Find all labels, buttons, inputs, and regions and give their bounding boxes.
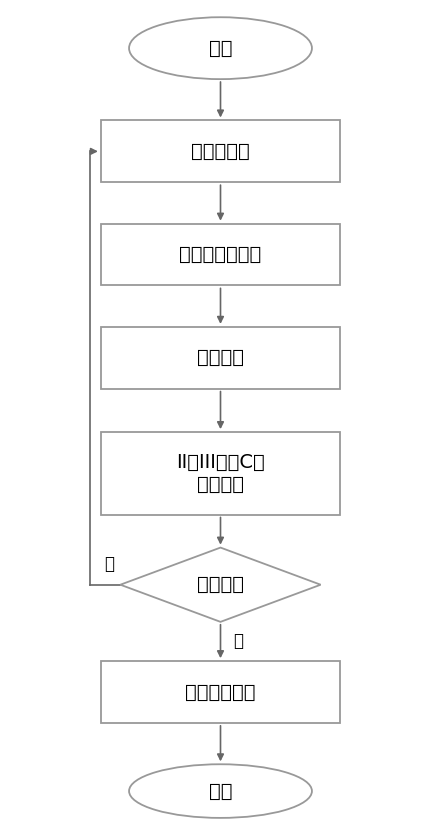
- Polygon shape: [120, 548, 321, 622]
- Bar: [101, 327, 340, 389]
- Bar: [101, 224, 340, 286]
- Text: 计算加速脉搏波: 计算加速脉搏波: [179, 245, 262, 264]
- Text: 采集脉搏波: 采集脉搏波: [191, 142, 250, 161]
- Bar: [101, 661, 340, 723]
- Bar: [101, 120, 340, 182]
- Ellipse shape: [129, 17, 312, 79]
- Text: 结束: 结束: [209, 782, 232, 800]
- Text: 计算传导时间: 计算传导时间: [185, 682, 256, 701]
- Text: 搜索成功: 搜索成功: [197, 575, 244, 594]
- Text: 数据分割: 数据分割: [197, 348, 244, 367]
- Ellipse shape: [129, 765, 312, 818]
- Text: 开始: 开始: [209, 39, 232, 57]
- Bar: [101, 432, 340, 514]
- Text: 否: 否: [104, 555, 114, 573]
- Text: 是: 是: [234, 632, 243, 651]
- Text: II，III区间C特
征点搜索: II，III区间C特 征点搜索: [176, 453, 265, 494]
